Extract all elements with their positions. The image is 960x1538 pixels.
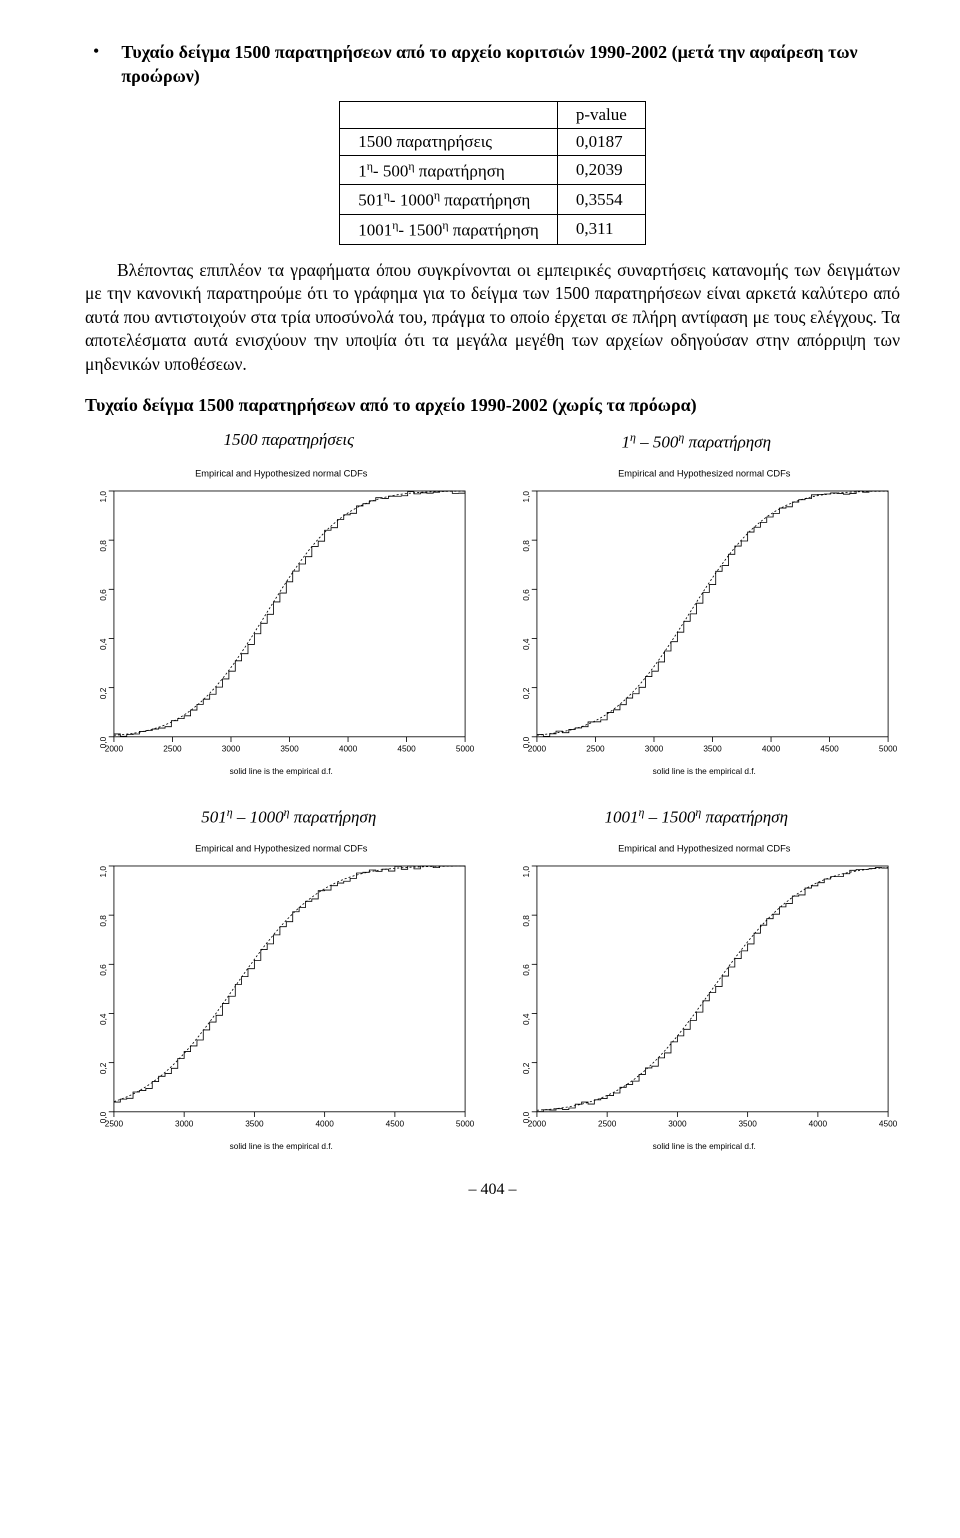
svg-text:0,8: 0,8 [99, 915, 108, 927]
svg-text:0,4: 0,4 [99, 1013, 108, 1025]
svg-text:0,4: 0,4 [521, 1013, 530, 1025]
svg-text:3500: 3500 [703, 745, 722, 754]
svg-text:Empirical and Hypothesized nor: Empirical and Hypothesized normal CDFs [195, 844, 368, 854]
chart-label: 501η – 1000η παρατήρηση [85, 805, 493, 828]
svg-text:2000: 2000 [105, 745, 124, 754]
svg-text:4000: 4000 [761, 745, 780, 754]
svg-text:3000: 3000 [668, 1119, 687, 1128]
svg-text:0,6: 0,6 [99, 589, 108, 601]
svg-text:3000: 3000 [222, 745, 241, 754]
svg-text:1,0: 1,0 [99, 866, 108, 878]
table-blank-header [340, 101, 558, 128]
svg-text:4500: 4500 [397, 745, 416, 754]
svg-text:0,4: 0,4 [99, 638, 108, 650]
svg-text:3500: 3500 [280, 745, 299, 754]
svg-text:0,8: 0,8 [99, 540, 108, 552]
charts-row1: Empirical and Hypothesized normal CDFs 0,… [85, 460, 900, 780]
svg-text:2500: 2500 [586, 745, 605, 754]
svg-text:0,6: 0,6 [99, 964, 108, 976]
svg-text:4000: 4000 [339, 745, 358, 754]
svg-text:0,2: 0,2 [99, 1062, 108, 1074]
svg-text:solid line is the empirical d.: solid line is the empirical d.f. [230, 1142, 333, 1151]
svg-text:2500: 2500 [597, 1119, 616, 1128]
chart-labels-row1: 1500 παρατηρήσεις 1η – 500η παρατήρηση [85, 430, 900, 453]
chart-label: 1η – 500η παρατήρηση [493, 430, 901, 453]
section-title: Τυχαίο δείγμα 1500 παρατηρήσεων από το α… [85, 395, 900, 416]
svg-text:0,8: 0,8 [521, 915, 530, 927]
svg-text:1,0: 1,0 [521, 491, 530, 503]
svg-text:2500: 2500 [163, 745, 182, 754]
svg-text:1,0: 1,0 [99, 491, 108, 503]
table-row: 1η- 500η παρατήρηση 0,2039 [340, 155, 646, 185]
page-number: – 404 – [85, 1181, 900, 1199]
table-cell-value: 0,0187 [557, 128, 645, 155]
table-row: 501η- 1000η παρατήρηση 0,3554 [340, 185, 646, 215]
svg-text:0,6: 0,6 [521, 589, 530, 601]
table-header-pvalue: p-value [557, 101, 645, 128]
svg-text:5000: 5000 [456, 745, 475, 754]
cdf-chart-501-1000: Empirical and Hypothesized normal CDFs 0,… [85, 835, 478, 1155]
table-cell-label: 1001η- 1500η παρατήρηση [340, 214, 558, 244]
table-cell-label: 1η- 500η παρατήρηση [340, 155, 558, 185]
bullet-text: Τυχαίο δείγμα 1500 παρατηρήσεων από το α… [121, 40, 900, 89]
table-cell-label: 1500 παρατηρήσεις [340, 128, 558, 155]
analysis-paragraph: Βλέποντας επιπλέον τα γραφήματα όπου συγ… [85, 259, 900, 377]
table-row: 1001η- 1500η παρατήρηση 0,311 [340, 214, 646, 244]
svg-text:solid line is the empirical d.: solid line is the empirical d.f. [652, 767, 755, 776]
svg-text:solid line is the empirical d.: solid line is the empirical d.f. [230, 767, 333, 776]
svg-text:2500: 2500 [105, 1119, 124, 1128]
chart-label: 1500 παρατηρήσεις [85, 430, 493, 453]
cdf-chart-1500: Empirical and Hypothesized normal CDFs 0,… [85, 460, 478, 780]
svg-text:5000: 5000 [456, 1119, 475, 1128]
svg-text:4000: 4000 [315, 1119, 334, 1128]
table-cell-value: 0,311 [557, 214, 645, 244]
svg-text:3000: 3000 [644, 745, 663, 754]
svg-text:0,2: 0,2 [521, 688, 530, 700]
bullet-heading: • Τυχαίο δείγμα 1500 παρατηρήσεων από το… [85, 40, 900, 89]
svg-text:4500: 4500 [386, 1119, 405, 1128]
svg-text:0,2: 0,2 [521, 1062, 530, 1074]
svg-text:4500: 4500 [878, 1119, 897, 1128]
table-cell-value: 0,3554 [557, 185, 645, 215]
svg-text:Empirical and Hypothesized nor: Empirical and Hypothesized normal CDFs [618, 469, 791, 479]
table-row: 1500 παρατηρήσεις 0,0187 [340, 128, 646, 155]
svg-text:3500: 3500 [738, 1119, 757, 1128]
svg-text:4500: 4500 [820, 745, 839, 754]
svg-text:1,0: 1,0 [521, 866, 530, 878]
svg-text:Empirical and Hypothesized nor: Empirical and Hypothesized normal CDFs [195, 469, 368, 479]
table-cell-label: 501η- 1000η παρατήρηση [340, 185, 558, 215]
svg-text:0,6: 0,6 [521, 964, 530, 976]
svg-text:0,4: 0,4 [521, 638, 530, 650]
chart-label: 1001η – 1500η παρατήρηση [493, 805, 901, 828]
bullet-marker: • [93, 40, 99, 63]
charts-row2: Empirical and Hypothesized normal CDFs 0,… [85, 835, 900, 1155]
svg-text:solid line is the empirical d.: solid line is the empirical d.f. [652, 1142, 755, 1151]
svg-text:5000: 5000 [878, 745, 897, 754]
svg-text:0,8: 0,8 [521, 540, 530, 552]
svg-text:4000: 4000 [808, 1119, 827, 1128]
table-cell-value: 0,2039 [557, 155, 645, 185]
svg-text:0,2: 0,2 [99, 688, 108, 700]
cdf-chart-1-500: Empirical and Hypothesized normal CDFs 0,… [508, 460, 901, 780]
svg-text:2000: 2000 [527, 1119, 546, 1128]
svg-text:Empirical and Hypothesized nor: Empirical and Hypothesized normal CDFs [618, 844, 791, 854]
pvalue-table: p-value 1500 παρατηρήσεις 0,0187 1η- 500… [339, 101, 646, 245]
cdf-chart-1001-1500: Empirical and Hypothesized normal CDFs 0,… [508, 835, 901, 1155]
chart-labels-row2: 501η – 1000η παρατήρηση 1001η – 1500η πα… [85, 805, 900, 828]
svg-text:3000: 3000 [175, 1119, 194, 1128]
svg-text:2000: 2000 [527, 745, 546, 754]
svg-text:3500: 3500 [245, 1119, 264, 1128]
